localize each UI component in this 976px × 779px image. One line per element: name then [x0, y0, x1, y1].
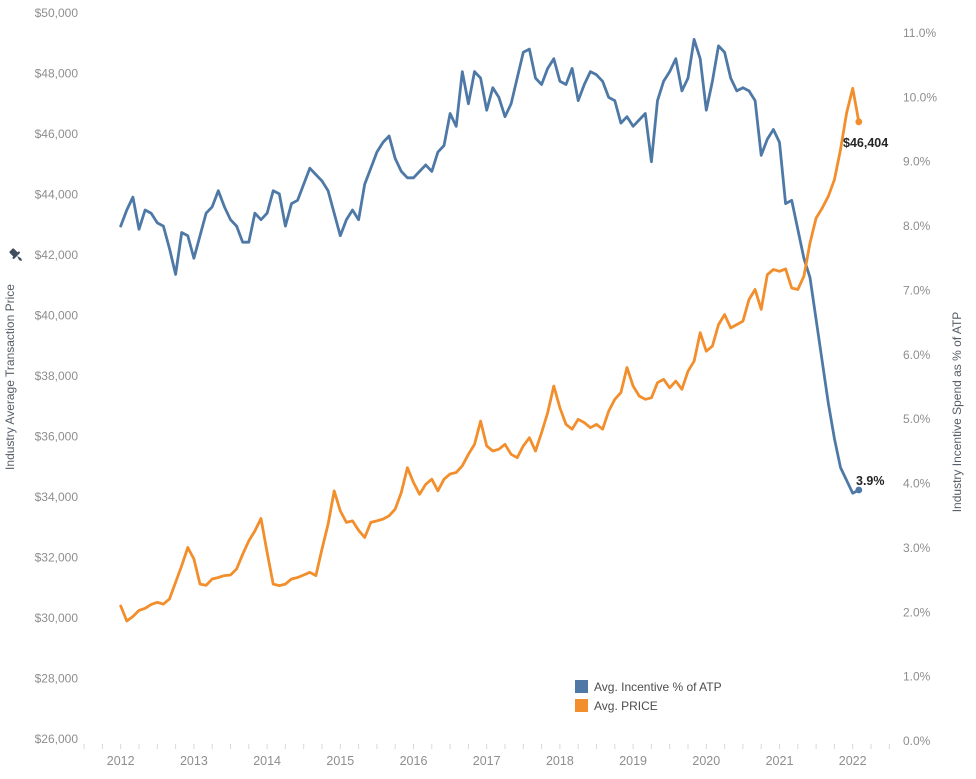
left-axis-tick-label: $46,000: [35, 127, 79, 141]
left-axis-tick-label: $30,000: [35, 611, 79, 625]
left-axis-tick-label: $48,000: [35, 67, 79, 81]
x-axis-tick-label: 2018: [546, 754, 574, 768]
x-axis-tick-label: 2013: [180, 754, 208, 768]
legend-label-price: Avg. PRICE: [594, 699, 658, 713]
x-axis-tick-labels: 2012 2013 2014 2015 2016 2017 2018 2019 2020 2021…: [107, 754, 867, 768]
right-axis-tick-label: 5.0%: [903, 412, 931, 426]
series-line-avg-price[interactable]: [119, 86, 861, 623]
x-axis-tick-label: 2014: [253, 754, 281, 768]
right-axis-tick-label: 3.0%: [903, 541, 931, 555]
left-axis-tick-label: $26,000: [35, 732, 79, 746]
right-axis-tick-label: 2.0%: [903, 605, 931, 619]
x-axis-tick-label: 2017: [473, 754, 501, 768]
left-axis-title: Industry Average Transaction Price: [3, 284, 17, 470]
right-axis-tick-label: 10.0%: [903, 90, 937, 104]
legend-item-incentive[interactable]: Avg. Incentive % of ATP: [575, 680, 722, 694]
axis-pin-icon[interactable]: [8, 247, 26, 265]
legend-swatch-price: [575, 699, 588, 712]
x-axis-minor-ticks: [83, 744, 890, 749]
left-axis-tick-label: $32,000: [35, 551, 79, 565]
x-axis-tick-label: 2022: [839, 754, 867, 768]
right-axis-title: Industry Incentive Spend as % of ATP: [950, 312, 964, 513]
left-axis-tick-label: $38,000: [35, 369, 79, 383]
legend-swatch-incentive: [575, 680, 588, 693]
x-axis-tick-label: 2020: [692, 754, 720, 768]
right-axis-tick-label: 9.0%: [903, 155, 931, 169]
right-axis-tick-label: 1.0%: [903, 670, 931, 684]
series-lines: [119, 38, 863, 623]
right-axis-tick-label: 6.0%: [903, 348, 931, 362]
x-axis-tick-label: 2019: [619, 754, 647, 768]
x-axis-tick-label: 2016: [400, 754, 428, 768]
left-axis-tick-label: $36,000: [35, 430, 79, 444]
left-axis-tick-labels: $26,000 $28,000 $30,000 $32,000 $34,000 $36,0…: [35, 6, 79, 746]
endpoint-dot-avg-incentive-of-atp[interactable]: [855, 486, 863, 494]
series-line-avg-incentive-of-atp[interactable]: [119, 38, 861, 495]
right-axis-tick-label: 0.0%: [903, 734, 931, 748]
right-axis-tick-label: 7.0%: [903, 284, 931, 298]
endpoint-dot-avg-price[interactable]: [855, 118, 863, 126]
right-axis-tick-label: 11.0%: [903, 26, 936, 40]
left-axis-tick-label: $34,000: [35, 490, 79, 504]
x-axis-tick-label: 2021: [766, 754, 794, 768]
annotation-final-price: $46,404: [843, 136, 888, 150]
x-axis-tick-label: 2012: [107, 754, 135, 768]
left-axis-tick-label: $42,000: [35, 248, 79, 262]
right-axis-tick-labels: 0.0% 1.0% 2.0% 3.0% 4.0% 5.0% 6.0% 7.0% 8.0% 9.0%…: [903, 26, 937, 748]
legend-item-price[interactable]: Avg. PRICE: [575, 699, 658, 713]
left-axis-tick-label: $50,000: [35, 6, 79, 20]
legend-label-incentive: Avg. Incentive % of ATP: [594, 680, 722, 694]
legend: Avg. Incentive % of ATP Avg. PRICE: [575, 680, 722, 713]
right-axis-tick-label: 4.0%: [903, 477, 931, 491]
right-axis-tick-label: 8.0%: [903, 219, 931, 233]
left-axis-tick-label: $28,000: [35, 672, 79, 686]
left-axis-tick-label: $40,000: [35, 309, 79, 323]
annotation-final-incentive: 3.9%: [856, 474, 885, 488]
left-axis-tick-label: $44,000: [35, 188, 79, 202]
x-axis-tick-label: 2015: [326, 754, 354, 768]
